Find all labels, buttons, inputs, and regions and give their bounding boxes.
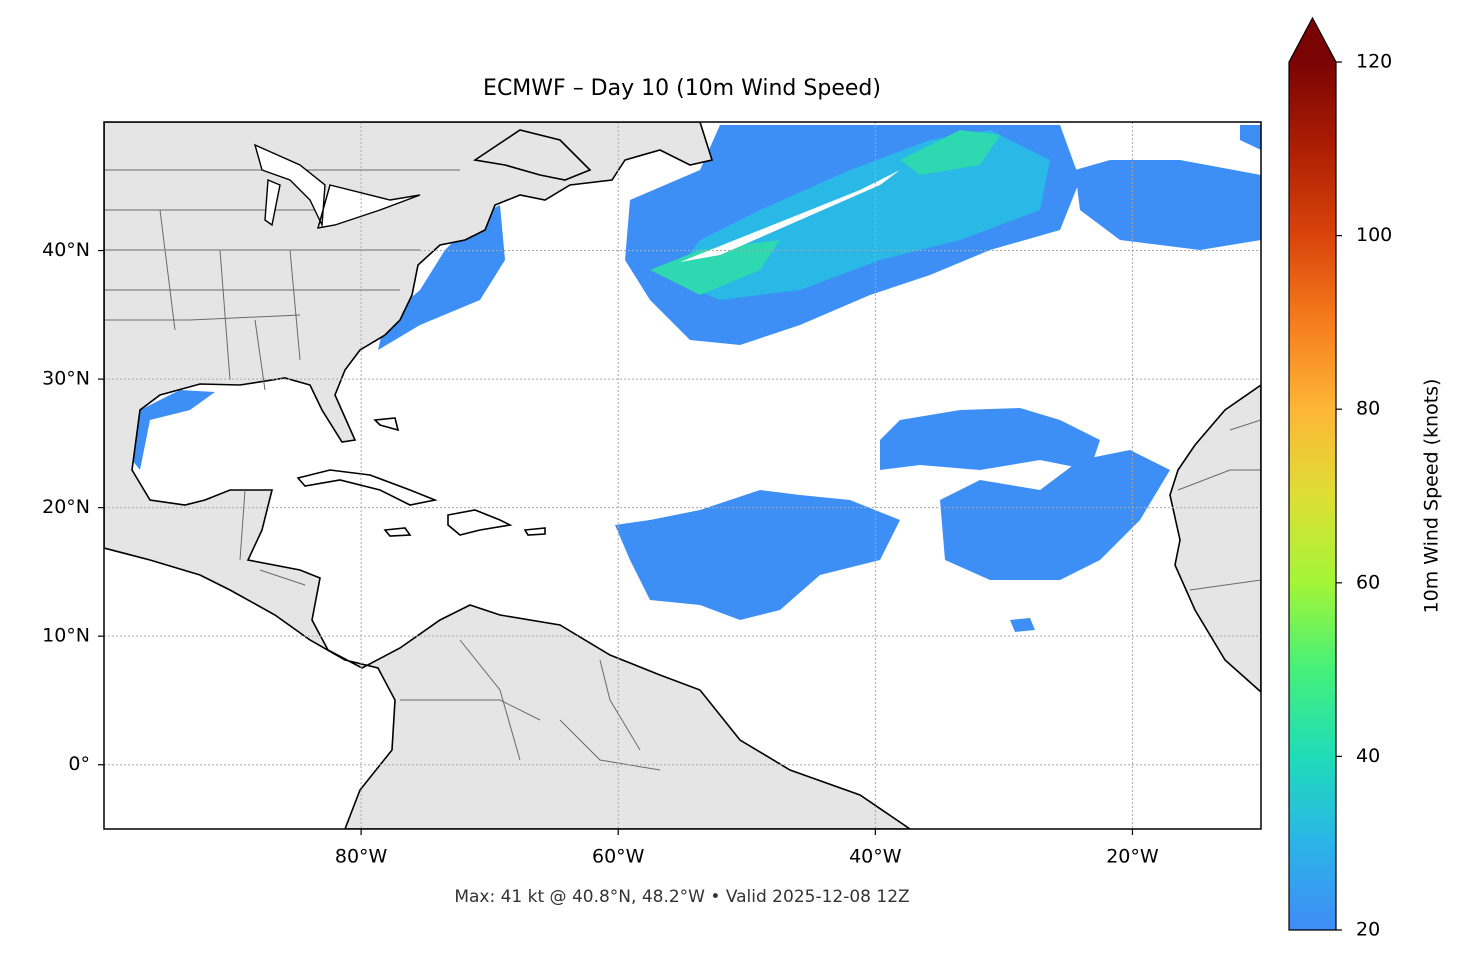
colorbar-tick-label: 100 xyxy=(1356,224,1392,246)
island xyxy=(447,509,513,536)
footnote: Max: 41 kt @ 40.8°N, 48.2°W • Valid 2025… xyxy=(454,887,909,907)
chart-title: ECMWF – Day 10 (10m Wind Speed) xyxy=(483,76,881,101)
colorbar: 20 40 60 80 100 120 xyxy=(1288,16,1392,941)
island xyxy=(296,469,438,506)
x-tick-label: 80°W xyxy=(335,846,388,868)
y-tick-label: 10°N xyxy=(42,625,90,647)
wind-area xyxy=(378,205,505,350)
x-tick-label: 40°W xyxy=(849,846,902,868)
y-tick-label: 0° xyxy=(68,753,90,775)
y-tick-label: 40°N xyxy=(42,239,90,261)
wind-area xyxy=(1075,125,1261,250)
y-tick-label: 30°N xyxy=(42,368,90,390)
wind-area xyxy=(132,390,215,470)
colorbar-extension xyxy=(1289,18,1336,62)
wind-area xyxy=(940,450,1170,632)
map-area xyxy=(104,122,1261,829)
colorbar-tick-label: 120 xyxy=(1356,51,1392,73)
wind-area xyxy=(880,408,1100,470)
y-tick-label: 20°N xyxy=(42,496,90,518)
island xyxy=(373,417,546,537)
colorbar-tick-label: 80 xyxy=(1356,398,1380,420)
wind-area xyxy=(650,130,1000,295)
colorbar-tick-label: 20 xyxy=(1356,919,1380,941)
land xyxy=(104,122,912,829)
x-tick-label: 60°W xyxy=(592,846,645,868)
wind-area xyxy=(615,490,900,620)
x-tick-label: 20°W xyxy=(1106,846,1159,868)
land xyxy=(1169,384,1261,694)
land xyxy=(472,129,592,181)
colorbar-scale xyxy=(1289,62,1336,930)
colorbar-label: 10m Wind Speed (knots) xyxy=(1421,379,1443,614)
axes-frame xyxy=(103,121,1262,830)
colorbar-tick-label: 40 xyxy=(1356,745,1380,767)
lake xyxy=(253,143,421,229)
colorbar-frame xyxy=(1288,16,1337,931)
colorbar-tick-label: 60 xyxy=(1356,571,1380,593)
